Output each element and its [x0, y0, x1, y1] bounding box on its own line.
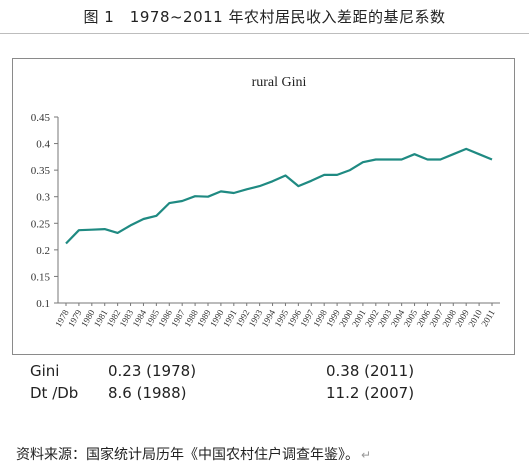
- y-tick-label: 0.15: [31, 271, 51, 283]
- caption-divider: [0, 33, 529, 34]
- chart-title: rural Gini: [252, 75, 307, 90]
- stat-label: Gini: [30, 362, 60, 380]
- y-tick-label: 0.25: [31, 218, 51, 230]
- stat-first-value: 0.23 (1978): [108, 362, 197, 380]
- figure-caption: 图 1 1978~2011 年农村居民收入差距的基尼系数: [83, 8, 446, 26]
- stat-label: Dt /Db: [30, 384, 79, 402]
- source-text: 资料来源：国家统计局历年《中国农村住户调查年鉴》。: [16, 447, 359, 463]
- gini-line-chart: rural Gini0.10.150.20.250.30.350.40.4519…: [31, 75, 500, 329]
- return-mark-icon: ↵: [361, 448, 372, 462]
- y-tick-label: 0.45: [31, 112, 51, 124]
- stat-second-value: 0.38 (2011): [326, 362, 415, 380]
- stat-second-value: 11.2 (2007): [326, 384, 415, 402]
- series-line: [65, 147, 493, 245]
- stat-first-value: 8.6 (1988): [108, 384, 187, 402]
- y-tick-label: 0.4: [36, 139, 50, 151]
- source-note: 资料来源：国家统计局历年《中国农村住户调查年鉴》。 ↵: [16, 444, 371, 464]
- y-tick-label: 0.3: [36, 192, 50, 204]
- chart-frame: [12, 58, 515, 355]
- y-tick-label: 0.35: [31, 165, 51, 177]
- x-tick-label: 2011: [479, 308, 496, 328]
- y-tick-label: 0.2: [36, 245, 50, 257]
- y-tick-label: 0.1: [36, 298, 50, 310]
